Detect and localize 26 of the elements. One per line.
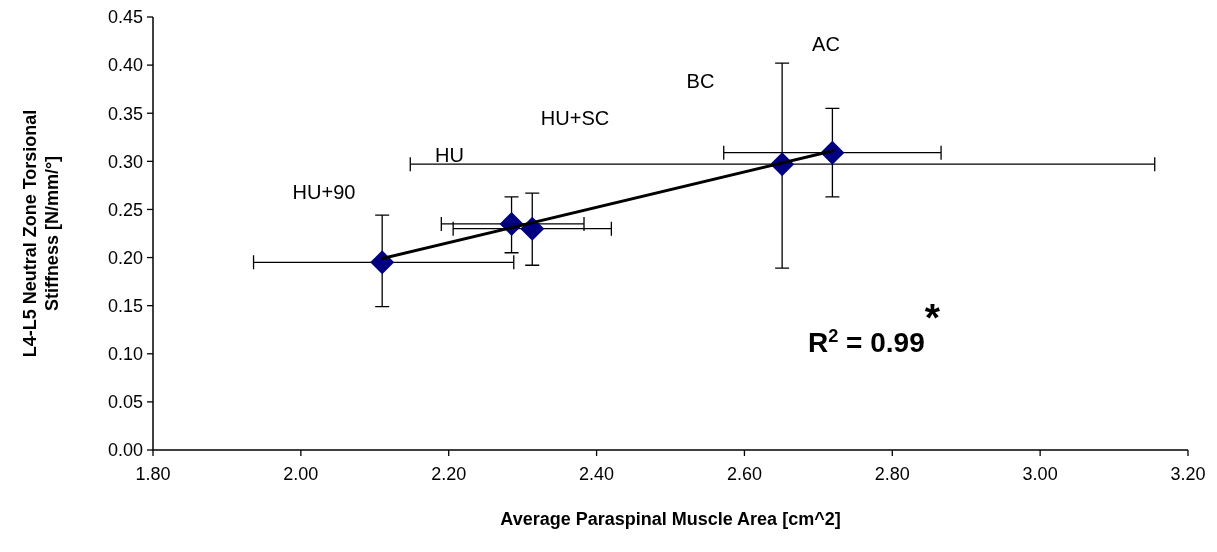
- y-tick-label: 0.05: [107, 392, 143, 413]
- y-tick-label: 0.30: [107, 151, 143, 172]
- y-tick-label: 0.15: [107, 295, 143, 316]
- y-axis-title: L4-L5 Neutral Zone Torsional Stiffness [N/mm/°]: [20, 109, 62, 358]
- x-tick-label: 3.20: [1170, 464, 1206, 484]
- annotation: HU: [435, 144, 464, 166]
- annotation: HU+90: [292, 181, 356, 203]
- x-tick-label: 2.80: [874, 464, 910, 484]
- x-tick-label: 1.80: [135, 464, 171, 484]
- y-tick-label: 0.20: [107, 247, 143, 268]
- y-tick-label: 0.40: [107, 55, 143, 76]
- y-tick-label: 0.25: [107, 199, 143, 220]
- point: [370, 250, 395, 275]
- x-axis-title: Average Paraspinal Muscle Area [cm^2]: [500, 509, 841, 529]
- x-tick-label: 2.20: [431, 464, 467, 484]
- x-tick-label: 2.40: [579, 464, 615, 484]
- annotation: BC: [686, 70, 715, 92]
- annotation: AC: [812, 33, 840, 55]
- x-tick-label: 2.00: [283, 464, 319, 484]
- x-tick-label: 3.00: [1022, 464, 1058, 484]
- y-tick-label: 0.10: [107, 344, 143, 365]
- annotation: HU+SC: [540, 107, 610, 129]
- x-tick-label: 2.60: [726, 464, 762, 484]
- y-tick-label: 0.00: [107, 440, 143, 461]
- y-tick-label: 0.45: [107, 7, 143, 28]
- y-tick-label: 0.35: [107, 103, 143, 124]
